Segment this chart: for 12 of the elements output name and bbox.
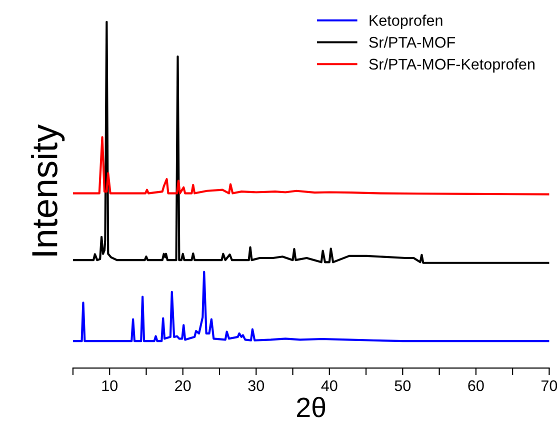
x-tick-label: 30 bbox=[248, 380, 264, 392]
x-tick-label: 60 bbox=[468, 380, 484, 392]
legend-label: Sr/PTA-MOF-Ketoprofen bbox=[369, 58, 534, 73]
x-tick-label: 10 bbox=[102, 380, 118, 392]
legend-label: Ketoprofen bbox=[370, 14, 442, 29]
x-tick-label: 40 bbox=[321, 380, 338, 392]
x-tick-label: 70 bbox=[541, 380, 557, 392]
x-axis-title: 2θ bbox=[297, 396, 326, 418]
x-tick-label: 50 bbox=[394, 380, 411, 392]
x-tick-label: 20 bbox=[175, 380, 191, 392]
y-axis-title: Intensity bbox=[30, 124, 65, 256]
legend-label: Sr/PTA-MOF bbox=[369, 36, 456, 48]
